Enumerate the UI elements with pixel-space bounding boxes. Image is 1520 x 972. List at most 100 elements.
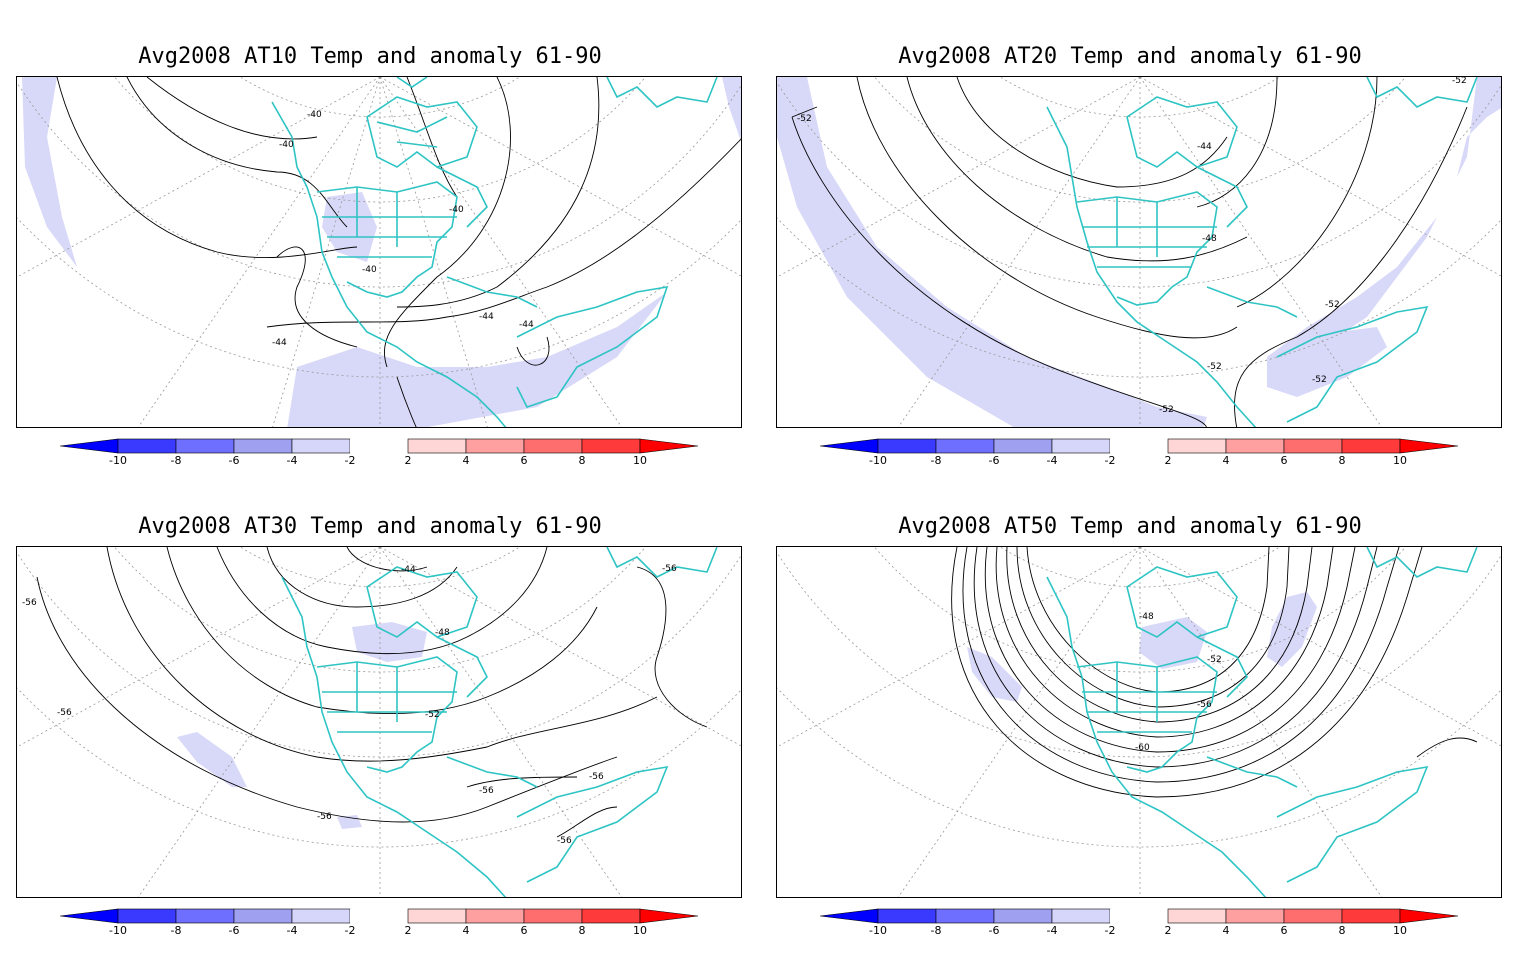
contour-label: -40 — [307, 110, 322, 120]
colorbar-arrow-left — [60, 438, 119, 454]
colorbar-tick-label: -10 — [109, 454, 127, 467]
colorbar-tick-label: 10 — [633, 454, 647, 467]
panel-title: Avg2008 AT10 Temp and anomaly 61-90 — [138, 44, 602, 69]
contour-label: -44 — [519, 320, 534, 330]
colorbar-segment — [581, 908, 641, 924]
panel-title: Avg2008 AT20 Temp and anomaly 61-90 — [898, 44, 1362, 69]
colorbar-tick-label: -4 — [1047, 924, 1058, 937]
contour-label: -56 — [479, 786, 494, 796]
panel-at20: Avg2008 AT20 Temp and anomaly 61-90 — [760, 42, 1502, 502]
contour-label: -40 — [362, 265, 377, 275]
colorbar-tick-label: -8 — [171, 924, 182, 937]
colorbar-segment — [1110, 909, 1168, 923]
colorbar-tick-label: 6 — [521, 454, 528, 467]
colorbar-segment — [1341, 438, 1401, 454]
anomaly-patch — [22, 77, 77, 267]
graticule — [17, 547, 741, 897]
colorbar-segment — [1051, 908, 1111, 924]
map-at20: -52 -52 -44 -48 -52 -52 -52 -52 — [776, 76, 1502, 428]
colorbar-tick-label: 6 — [521, 924, 528, 937]
colorbar-tick-label: 2 — [405, 454, 412, 467]
panel-at50: Avg2008 AT50 Temp and anomaly 61-90 — [760, 512, 1502, 972]
coastlines — [1046, 547, 1478, 897]
colorbar-segment — [1167, 908, 1227, 924]
colorbar-tick-label: -10 — [869, 924, 887, 937]
colorbar-tick-label: -8 — [171, 454, 182, 467]
colorbar-segment — [407, 908, 467, 924]
map-svg: -40 -40 -40 -40 -44 -44 -44 — [17, 77, 741, 427]
colorbar-arrow-left — [60, 908, 119, 924]
contour-label: -44 — [401, 565, 416, 575]
colorbar-arrow-right — [639, 908, 699, 924]
colorbar-segment — [175, 438, 235, 454]
colorbar-segment — [523, 438, 583, 454]
colorbar-tick-label: -4 — [287, 454, 298, 467]
panel-at10: Avg2008 AT10 Temp and anomaly 61-90 — [0, 42, 742, 502]
contour-label: -52 — [1159, 405, 1174, 415]
colorbar-tick-label: -2 — [1105, 924, 1116, 937]
anomaly-patch — [1267, 592, 1317, 667]
colorbar-arrow-left — [820, 438, 879, 454]
colorbar-segment — [465, 438, 525, 454]
contour-label: -48 — [1139, 612, 1154, 622]
colorbar-tick-label: 2 — [1165, 924, 1172, 937]
colorbar-tick-label: 6 — [1281, 454, 1288, 467]
contour-label: -56 — [57, 708, 72, 718]
colorbar-segment — [1051, 438, 1111, 454]
contour-label: -48 — [1202, 234, 1217, 244]
colorbar-segment — [233, 908, 293, 924]
colorbar-tick-label: -10 — [869, 454, 887, 467]
colorbar-segment — [523, 908, 583, 924]
contour-label: -52 — [1207, 655, 1222, 665]
contour-label: -52 — [1452, 77, 1467, 86]
panel-title: Avg2008 AT50 Temp and anomaly 61-90 — [898, 514, 1362, 539]
colorbar-segment — [935, 908, 995, 924]
contour-label: -56 — [662, 564, 677, 574]
contour-label: -40 — [449, 205, 464, 215]
colorbar-tick-label: 4 — [463, 454, 470, 467]
colorbar-arrow-right — [1399, 908, 1459, 924]
colorbar-tick-label: -2 — [345, 924, 356, 937]
colorbar-segment — [877, 438, 937, 454]
colorbar-tick-label: 2 — [405, 924, 412, 937]
colorbar-tick-label: -2 — [1105, 454, 1116, 467]
colorbar-segment — [877, 908, 937, 924]
colorbar-segment — [1341, 908, 1401, 924]
contour-label: -40 — [279, 140, 294, 150]
coastlines — [271, 77, 718, 427]
colorbar-tick-label: 8 — [1339, 454, 1346, 467]
colorbar-tick-label: -6 — [229, 454, 240, 467]
colorbar-segment — [291, 438, 351, 454]
colorbar-tick-label: 8 — [579, 454, 586, 467]
colorbar-segment — [465, 908, 525, 924]
colorbar-tick-label: -6 — [989, 454, 1000, 467]
colorbar-segment — [1283, 438, 1343, 454]
contour-label: -56 — [22, 598, 37, 608]
colorbar-arrow-left — [820, 908, 879, 924]
colorbar-segment — [935, 438, 995, 454]
contours — [791, 77, 1468, 427]
contour-label: -56 — [557, 836, 572, 846]
contour-label: -48 — [435, 628, 450, 638]
colorbar-segment — [581, 438, 641, 454]
contours — [36, 547, 708, 838]
colorbar: -10 -8 -6 -4 -2 2 4 6 8 10 — [60, 908, 699, 937]
anomaly-patch — [287, 292, 667, 427]
colorbar-segment — [350, 909, 408, 923]
colorbar-segment — [407, 438, 467, 454]
colorbar-tick-label: -6 — [229, 924, 240, 937]
colorbar-segment — [1110, 439, 1168, 453]
colorbar-tick-label: -4 — [287, 924, 298, 937]
colorbar-tick-label: 10 — [633, 924, 647, 937]
map-svg: -44 -48 -52 -56 -56 -56 -56 -56 -56 -56 — [17, 547, 741, 897]
colorbar-tick-label: -6 — [989, 924, 1000, 937]
colorbar-segment — [1167, 438, 1227, 454]
colorbar-segment — [1225, 438, 1285, 454]
colorbar: -10 -8 -6 -4 -2 2 4 6 8 10 — [60, 438, 699, 467]
contour-label: -52 — [797, 114, 812, 124]
contour-label: -52 — [1312, 375, 1327, 385]
colorbar-tick-label: -10 — [109, 924, 127, 937]
colorbar-tick-label: 8 — [1339, 924, 1346, 937]
colorbar-arrow-right — [639, 438, 699, 454]
colorbar-segment — [233, 438, 293, 454]
